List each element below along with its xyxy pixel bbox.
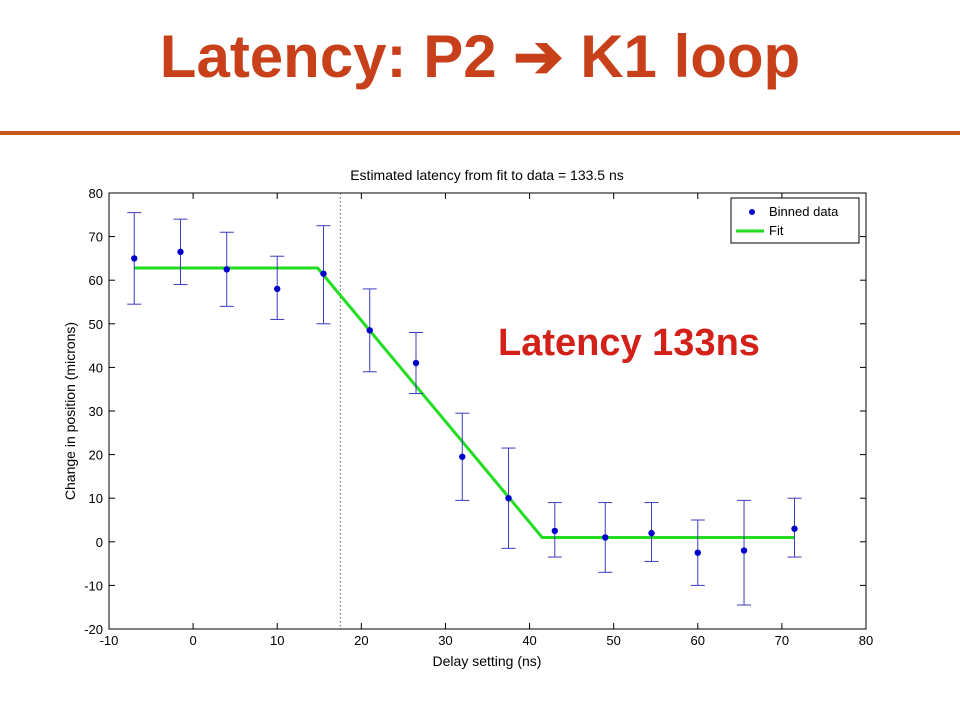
- data-point: [551, 527, 558, 535]
- x-tick-label: 70: [775, 633, 789, 648]
- y-tick-label: 10: [89, 491, 103, 506]
- data-point: [505, 495, 512, 502]
- y-tick-label: 80: [89, 186, 103, 201]
- x-tick-label: 60: [691, 633, 705, 648]
- data-point: [223, 266, 230, 273]
- x-tick-label: 20: [354, 633, 368, 648]
- x-axis-label: Delay setting (ns): [433, 653, 542, 669]
- data-point: [791, 525, 798, 532]
- data-point: [320, 270, 327, 277]
- data-point: [177, 248, 184, 256]
- x-tick-label: 40: [522, 633, 536, 648]
- x-tick-label: -10: [100, 633, 119, 648]
- data-point: [740, 547, 748, 554]
- data-point: [131, 255, 138, 262]
- x-tick-label: 80: [859, 633, 873, 648]
- x-tick-label: 30: [438, 633, 452, 648]
- legend: Binned data Fit: [730, 197, 860, 244]
- y-tick-label: 50: [89, 317, 103, 332]
- x-tick-label: 10: [270, 633, 284, 648]
- data-point: [459, 453, 466, 460]
- y-tick-label: 30: [89, 404, 103, 419]
- plot-area: [108, 192, 867, 630]
- data-point: [366, 327, 373, 334]
- legend-label-fit: Fit: [769, 223, 784, 238]
- y-tick-label: 20: [89, 448, 103, 463]
- slide-title: Latency: P2 ➔ K1 loop: [159, 23, 801, 90]
- y-tick-label: 40: [89, 360, 103, 375]
- chart-title: Estimated latency from fit to data = 133…: [350, 167, 624, 183]
- latency-callout: Latency 133ns: [498, 322, 760, 364]
- y-tick-label: 70: [89, 230, 103, 245]
- data-point: [648, 529, 655, 537]
- y-tick-label: 0: [96, 535, 103, 550]
- data-point: [602, 534, 609, 541]
- data-point: [274, 285, 281, 293]
- x-tick-label: 50: [606, 633, 620, 648]
- marks-group: [127, 193, 802, 629]
- y-tick-label: -20: [84, 622, 103, 637]
- data-point: [694, 549, 701, 556]
- axes-group: -10 0 10 20 30 40 50 60 70 80-20-1001020304050607…: [84, 186, 873, 648]
- x-tick-label: 0: [189, 633, 196, 648]
- title-divider: [0, 131, 960, 135]
- y-tick-label: -10: [84, 578, 103, 593]
- legend-label-binned: Binned data: [769, 204, 839, 219]
- data-point: [412, 359, 420, 367]
- y-tick-label: 60: [89, 273, 103, 288]
- legend-marker-binned: [749, 209, 755, 215]
- legend-box: [730, 197, 860, 244]
- y-axis-label: Change in position (microns): [62, 322, 78, 500]
